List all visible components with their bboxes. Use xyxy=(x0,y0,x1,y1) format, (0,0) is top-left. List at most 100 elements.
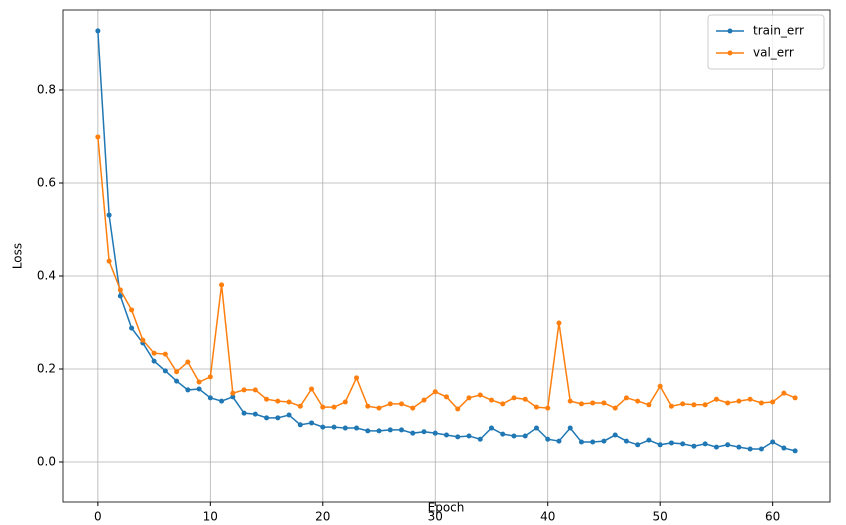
series-line xyxy=(97,136,796,411)
data-point xyxy=(781,445,787,451)
data-point xyxy=(297,422,303,428)
data-point xyxy=(758,446,764,452)
y-tick-label: 0.8 xyxy=(37,82,56,96)
data-point xyxy=(106,258,112,264)
data-point xyxy=(556,438,562,444)
y-tick-label: 0.0 xyxy=(37,455,56,469)
data-point xyxy=(264,396,270,402)
data-point xyxy=(601,400,607,406)
data-point xyxy=(399,427,405,433)
y-tick-label: 0.2 xyxy=(37,362,56,376)
data-point xyxy=(668,403,674,409)
x-tick-label: 20 xyxy=(315,510,330,524)
data-point xyxy=(140,337,146,343)
data-point xyxy=(410,430,416,436)
data-point xyxy=(522,396,528,402)
data-point xyxy=(646,402,652,408)
data-point xyxy=(567,425,573,431)
data-point xyxy=(680,401,686,407)
y-axis-label: Loss xyxy=(11,243,25,269)
data-point xyxy=(275,398,281,404)
data-point xyxy=(533,404,539,410)
data-point xyxy=(117,287,123,293)
data-point xyxy=(421,397,427,403)
data-point xyxy=(713,444,719,450)
data-point xyxy=(376,405,382,411)
data-point xyxy=(590,439,596,445)
legend-label: train_err xyxy=(753,24,804,38)
data-point xyxy=(646,437,652,443)
data-point xyxy=(117,293,123,299)
data-point xyxy=(691,443,697,449)
data-point xyxy=(455,406,461,412)
data-point xyxy=(354,425,360,431)
data-point xyxy=(792,395,798,401)
data-point xyxy=(320,424,326,430)
data-point xyxy=(297,403,303,409)
x-tick-label: 40 xyxy=(540,510,555,524)
data-point xyxy=(106,212,112,218)
data-point xyxy=(185,387,191,393)
data-point xyxy=(702,441,708,447)
data-point xyxy=(725,442,731,448)
data-point xyxy=(342,399,348,405)
data-point xyxy=(455,434,461,440)
data-point xyxy=(95,134,101,140)
x-tick-label: 30 xyxy=(428,510,443,524)
data-point xyxy=(488,425,494,431)
data-point xyxy=(151,358,157,364)
data-point xyxy=(185,359,191,365)
data-point xyxy=(635,398,641,404)
data-point xyxy=(387,401,393,407)
data-point xyxy=(601,438,607,444)
data-point xyxy=(477,392,483,398)
data-point xyxy=(522,433,528,439)
data-point xyxy=(533,425,539,431)
data-point xyxy=(511,395,517,401)
data-point xyxy=(635,442,641,448)
data-point xyxy=(264,415,270,421)
data-point xyxy=(151,350,157,356)
data-point xyxy=(432,389,438,395)
data-point xyxy=(578,439,584,445)
data-point xyxy=(578,401,584,407)
data-point xyxy=(657,383,663,389)
data-point xyxy=(545,436,551,442)
data-point xyxy=(623,395,629,401)
x-tick-label: 60 xyxy=(765,510,780,524)
data-point xyxy=(702,402,708,408)
data-point xyxy=(320,404,326,410)
data-point xyxy=(252,411,258,417)
data-point xyxy=(196,386,202,392)
data-point xyxy=(399,401,405,407)
data-point xyxy=(162,351,168,357)
data-point xyxy=(174,378,180,384)
legend-marker xyxy=(727,28,733,34)
series-line xyxy=(97,30,796,452)
data-point xyxy=(174,369,180,375)
y-tick-label: 0.6 xyxy=(37,175,56,189)
data-point xyxy=(207,374,213,380)
data-point xyxy=(500,401,506,407)
data-point xyxy=(196,379,202,385)
data-point xyxy=(309,420,315,426)
data-point xyxy=(736,398,742,404)
x-tick-label: 10 xyxy=(203,510,218,524)
data-point xyxy=(781,390,787,396)
data-point xyxy=(623,438,629,444)
data-point xyxy=(736,444,742,450)
data-point xyxy=(511,433,517,439)
data-point xyxy=(747,396,753,402)
data-point xyxy=(354,375,360,381)
y-tick-label: 0.4 xyxy=(37,268,56,282)
data-point xyxy=(657,442,663,448)
data-point xyxy=(241,387,247,393)
data-point xyxy=(286,399,292,405)
data-point xyxy=(680,441,686,447)
data-point xyxy=(556,320,562,326)
data-point xyxy=(219,398,225,404)
data-point xyxy=(466,433,472,439)
data-point xyxy=(612,432,618,438)
plot-frame xyxy=(62,9,831,503)
